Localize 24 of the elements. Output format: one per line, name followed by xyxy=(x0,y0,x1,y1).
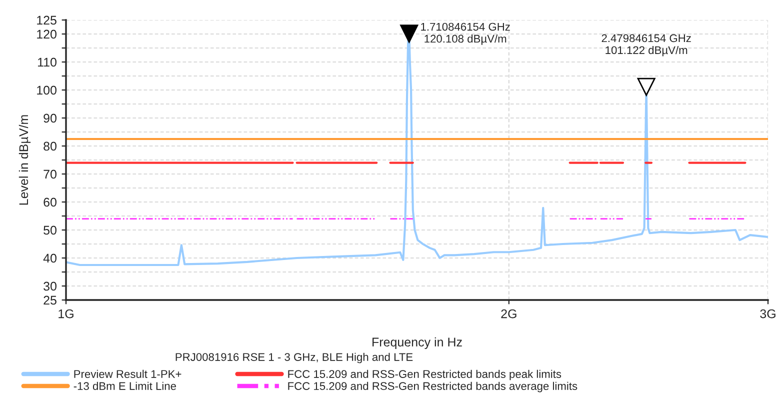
y-tick-label: 60 xyxy=(44,198,56,207)
y-tick-label: 25 xyxy=(44,296,56,305)
legend-label: Preview Result 1-PK+ xyxy=(74,370,182,378)
annotation: 1.710846154 GHz 120.108 dBµV/m xyxy=(421,22,510,45)
annotation: 2.479846154 GHz 101.122 dBµV/m xyxy=(602,34,691,56)
y-tick-label: 40 xyxy=(43,254,56,263)
legend-label: -13 dBm E Limit Line xyxy=(74,382,176,390)
y-tick-label: 50 xyxy=(44,226,56,235)
y-tick-label: 80 xyxy=(44,142,56,151)
y-tick-label: 70 xyxy=(44,170,56,179)
y-axis-title: Level in dBµV/m xyxy=(18,115,31,205)
x-axis-title: Frequency in Hz xyxy=(372,337,462,349)
legend-label: FCC 15.209 and RSS-Gen Restricted bands peak limits xyxy=(288,370,562,380)
y-tick-label: 100 xyxy=(37,86,56,95)
text: PRJ0081916 RSE 1 - 3 GHz, BLE High and LTE xyxy=(176,352,413,364)
y-tick-label: 30 xyxy=(44,282,56,291)
y-tick-label: 125 xyxy=(37,16,56,25)
y-tick-label: 90 xyxy=(44,114,56,123)
legend-label: FCC 15.209 and RSS-Gen Restricted bands average limits xyxy=(288,382,578,392)
x-tick-label: 3G xyxy=(760,309,776,318)
y-tick-label: 120 xyxy=(37,30,56,39)
x-tick-label: 1G xyxy=(58,309,74,318)
y-tick-label: 110 xyxy=(38,58,56,67)
x-tick-label: 2G xyxy=(501,309,516,318)
